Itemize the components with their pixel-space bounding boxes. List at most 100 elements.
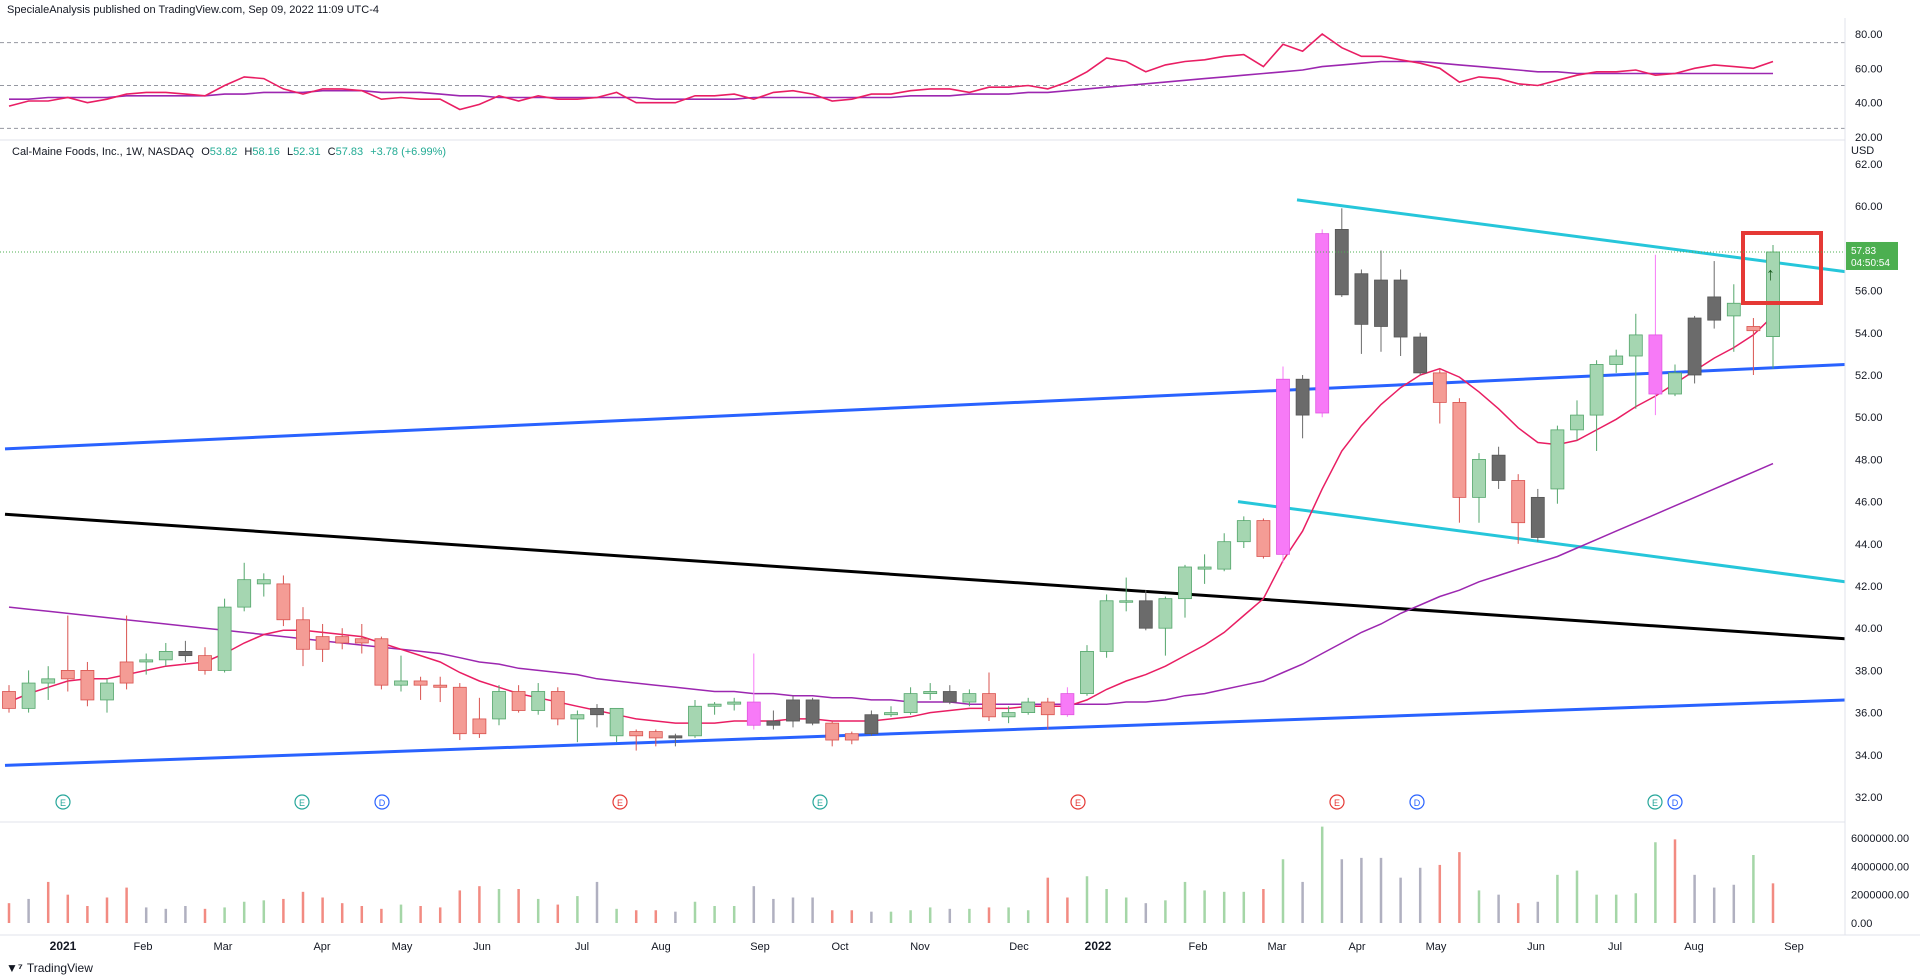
up-arrow-icon: ↑ [1766, 264, 1775, 284]
tradingview-brand[interactable]: ▼⁷ TradingView [6, 961, 93, 975]
candle-body [139, 659, 154, 663]
volume-tick-label: 4000000.00 [1851, 861, 1909, 873]
candle-body [825, 722, 840, 741]
time-tick-label: 2022 [1085, 939, 1112, 953]
event-marker-icon [1329, 794, 1345, 810]
time-tick-label: Oct [831, 941, 848, 953]
event-marker-icon [55, 794, 71, 810]
candle-body [1393, 279, 1408, 338]
candle-body [1570, 414, 1584, 431]
candle-body [1746, 326, 1761, 332]
candle-body [511, 691, 526, 711]
channel-lower-line [4, 698, 1846, 767]
symbol-name: Cal-Maine Foods, Inc., 1W, NASDAQ [12, 146, 195, 158]
candle-body [2, 691, 16, 709]
candle-body [1295, 378, 1310, 416]
price-tick-label: 56.00 [1855, 286, 1883, 298]
candle-body [237, 579, 252, 608]
price-tick-label: 60.00 [1855, 201, 1883, 213]
candle-body [1472, 458, 1486, 498]
event-marker-label: E [1652, 798, 1658, 808]
open-value: 53.82 [209, 146, 238, 158]
event-marker-icon [1070, 794, 1086, 810]
candle-body [315, 636, 330, 650]
candle-body [805, 699, 820, 724]
time-tick-label: Apr [1348, 941, 1365, 953]
symbol-legend: Cal-Maine Foods, Inc., 1W, NASDAQ O53.82… [12, 146, 446, 158]
published-header: SpecialeAnalysis published on TradingVie… [7, 4, 379, 16]
event-marker-icon [612, 794, 628, 810]
slow-ema-line [8, 462, 1774, 705]
candle-body [766, 720, 781, 726]
candle-body [1628, 334, 1643, 357]
event-marker-label: E [817, 798, 823, 808]
time-tick-label: Sep [1784, 941, 1804, 953]
candle-body [570, 714, 585, 720]
candle-body [119, 661, 134, 684]
rsi-tick-label: 40.00 [1855, 98, 1883, 110]
event-marker-label: D [379, 798, 386, 808]
candle-body [1060, 693, 1075, 716]
candle-body [884, 712, 898, 716]
event-marker-label: E [299, 798, 305, 808]
candle-body [550, 691, 565, 720]
volume-pane [7, 826, 1775, 923]
low-value: 52.31 [293, 146, 321, 158]
time-tick-label: Nov [910, 941, 930, 953]
rsi-line [8, 32, 1774, 111]
candle-body [1040, 701, 1055, 716]
volume-tick-label: 2000000.00 [1851, 890, 1909, 902]
candle-body [472, 718, 487, 735]
event-marker-label: D [1672, 798, 1679, 808]
candle-body [1668, 372, 1682, 395]
candle-body [1511, 480, 1526, 524]
candle-body [1354, 273, 1369, 325]
axes: USD62.0060.0058.0056.0054.0052.0050.0048… [0, 18, 1920, 953]
candle-body [374, 638, 389, 686]
close-label: C [327, 146, 336, 158]
candle-body [1099, 600, 1114, 652]
candle-body [1589, 364, 1604, 416]
price-tick-label: 48.00 [1855, 454, 1883, 466]
time-tick-label: Mar [1268, 941, 1287, 953]
event-marker-icon [812, 794, 828, 810]
candle-body [746, 701, 761, 726]
price-tick-label: 40.00 [1855, 623, 1883, 635]
event-marker-label: E [1075, 798, 1081, 808]
time-tick-label: Feb [134, 941, 153, 953]
candle-body [41, 678, 56, 684]
price-tick-label: 32.00 [1855, 792, 1883, 804]
time-tick-label: May [1426, 941, 1447, 953]
candle-body [864, 714, 879, 735]
time-tick-label: Feb [1189, 941, 1208, 953]
candle-body [1452, 402, 1467, 498]
time-tick-label: May [392, 941, 413, 953]
candle-body [629, 731, 644, 737]
time-tick-label: Apr [313, 941, 330, 953]
candle-body [844, 733, 859, 741]
candle-body [1158, 598, 1173, 629]
candle-body [394, 680, 408, 686]
candle-body [1707, 296, 1722, 321]
candle-body [217, 606, 232, 671]
candle-body [1080, 651, 1094, 695]
candle-body [1236, 520, 1251, 543]
candle-body [1687, 317, 1702, 376]
candle-body [276, 583, 291, 621]
candle-body [982, 693, 996, 718]
candle-body [158, 651, 173, 661]
event-marker-label: E [60, 798, 66, 808]
price-tick-label: 42.00 [1855, 581, 1883, 593]
currency-label: USD [1851, 145, 1874, 157]
candle-body [1197, 566, 1212, 570]
candle-body [21, 682, 36, 709]
high-label: H [244, 146, 253, 158]
candle-body [962, 693, 977, 703]
candle-body [609, 707, 624, 737]
event-marker-icon [374, 794, 390, 810]
price-tick-label: 52.00 [1855, 370, 1883, 382]
candle-body [668, 735, 683, 739]
candle-body [178, 651, 193, 657]
rsi-tick-label: 80.00 [1855, 29, 1883, 41]
